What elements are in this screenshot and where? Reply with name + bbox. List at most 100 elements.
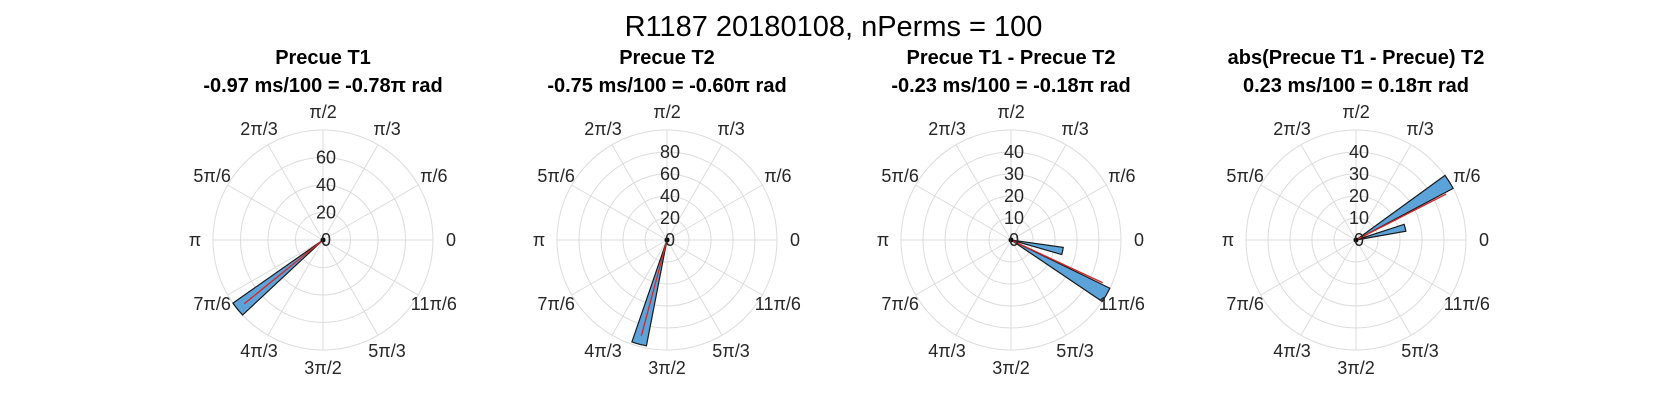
theta-tick-label: π/3: [1406, 119, 1433, 139]
theta-tick-label: 3π/2: [304, 358, 341, 378]
theta-tick-label: 7π/6: [537, 294, 574, 314]
r-tick-label: 0: [321, 230, 331, 250]
r-tick-label: 0: [1009, 230, 1019, 250]
grid-spoke: [1260, 239, 1357, 296]
figure-title: R1187 20180108, nPerms = 100: [624, 11, 1043, 43]
grid-spoke: [666, 184, 763, 241]
theta-tick-label: 7π/6: [1226, 294, 1263, 314]
grid-spoke: [1010, 239, 1067, 336]
r-tick-label: 0: [1354, 230, 1364, 250]
theta-tick-label: 5π/3: [368, 341, 405, 361]
grid-spoke: [322, 144, 379, 241]
mean-direction-line: [640, 239, 668, 336]
theta-tick-label: 7π/6: [881, 294, 918, 314]
histogram-bar-2: [1355, 223, 1407, 241]
theta-tick-label: 7π/6: [193, 294, 230, 314]
r-tick-label: 20: [1004, 186, 1024, 206]
grid-spoke: [267, 144, 324, 241]
origin-marker: [664, 237, 670, 243]
chart-title: Precue T1 - Precue T2: [907, 47, 1116, 69]
origin-marker: [1008, 237, 1014, 243]
r-tick-label: 10: [1004, 208, 1024, 228]
grid-spoke: [915, 184, 1012, 241]
theta-tick-label: 0: [446, 230, 456, 250]
theta-tick-label: π/3: [1061, 119, 1088, 139]
theta-tick-label: 2π/3: [584, 119, 621, 139]
grid-spoke: [666, 144, 723, 241]
theta-tick-label: π/2: [997, 102, 1024, 122]
origin-marker: [320, 237, 326, 243]
chart-subtitle: -0.97 ms/100 = -0.78π rad: [203, 75, 442, 97]
r-tick-label: 40: [1004, 142, 1024, 162]
grid-spoke: [322, 239, 419, 296]
histogram-bar-1: [1010, 239, 1111, 303]
theta-tick-label: 2π/3: [1273, 119, 1310, 139]
theta-tick-label: π: [533, 230, 545, 250]
r-tick-label: 60: [316, 148, 336, 168]
theta-tick-label: 5π/6: [881, 166, 918, 186]
theta-tick-label: π: [1222, 230, 1234, 250]
theta-tick-label: π/3: [373, 119, 400, 139]
grid-spoke: [1300, 239, 1357, 336]
histogram-bar-1: [631, 239, 668, 347]
theta-tick-label: 4π/3: [928, 341, 965, 361]
theta-tick-label: π: [877, 230, 889, 250]
theta-tick-label: 4π/3: [584, 341, 621, 361]
r-tick-label: 80: [660, 142, 680, 162]
r-tick-label: 30: [1004, 164, 1024, 184]
histogram-bar-2: [1010, 239, 1064, 256]
histogram-bar-1: [1355, 174, 1454, 241]
r-tick-label: 10: [1349, 208, 1369, 228]
theta-tick-label: 5π/3: [712, 341, 749, 361]
r-tick-label: 40: [660, 186, 680, 206]
grid-spoke: [1010, 144, 1067, 241]
r-tick-label: 40: [316, 175, 336, 195]
mean-direction-line: [1010, 239, 1103, 284]
mean-direction-line: [243, 239, 324, 305]
chart-title: Precue T2: [619, 47, 715, 69]
grid-spoke: [915, 239, 1012, 296]
mean-direction-line: [1355, 193, 1447, 241]
theta-tick-label: 2π/3: [928, 119, 965, 139]
origin-marker: [1353, 237, 1359, 243]
grid-spoke: [322, 184, 419, 241]
theta-tick-label: π/6: [420, 166, 447, 186]
theta-tick-label: 5π/6: [1226, 166, 1263, 186]
theta-tick-label: 3π/2: [1337, 358, 1374, 378]
theta-tick-label: π/2: [653, 102, 680, 122]
grid-spoke: [227, 184, 324, 241]
grid-spoke: [1260, 184, 1357, 241]
grid-spoke: [955, 239, 1012, 336]
theta-tick-label: 11π/6: [755, 294, 801, 314]
theta-tick-label: 0: [1479, 230, 1489, 250]
grid-spoke: [322, 239, 379, 336]
grid-spoke: [1300, 144, 1357, 241]
theta-tick-label: 3π/2: [992, 358, 1029, 378]
r-tick-label: 20: [316, 203, 336, 223]
theta-tick-label: 5π/3: [1056, 341, 1093, 361]
grid-spoke: [955, 144, 1012, 241]
theta-tick-label: 5π/6: [193, 166, 230, 186]
r-tick-label: 60: [660, 164, 680, 184]
theta-tick-label: 3π/2: [648, 358, 685, 378]
theta-tick-label: 5π/6: [537, 166, 574, 186]
theta-tick-label: 0: [790, 230, 800, 250]
polar-chart-3: Precue T1 - Precue T2 -0.23 ms/100 = -0.1…: [877, 47, 1145, 378]
grid-spoke: [571, 184, 668, 241]
grid-spoke: [267, 239, 324, 336]
theta-tick-label: 0: [1134, 230, 1144, 250]
grid-spoke: [571, 239, 668, 296]
theta-tick-label: π/6: [1453, 166, 1480, 186]
chart-title: Precue T1: [275, 47, 371, 69]
r-tick-label: 0: [665, 230, 675, 250]
theta-tick-label: π: [189, 230, 201, 250]
theta-tick-label: π/2: [309, 102, 336, 122]
theta-tick-label: 4π/3: [240, 341, 277, 361]
polar-chart-1: Precue T1 -0.97 ms/100 = -0.78π rad 0 20 40 6…: [189, 47, 457, 378]
grid-spoke: [227, 239, 324, 296]
theta-tick-label: 11π/6: [1099, 294, 1145, 314]
grid-spoke: [1355, 144, 1412, 241]
grid-spoke: [1010, 184, 1107, 241]
theta-tick-label: 2π/3: [240, 119, 277, 139]
